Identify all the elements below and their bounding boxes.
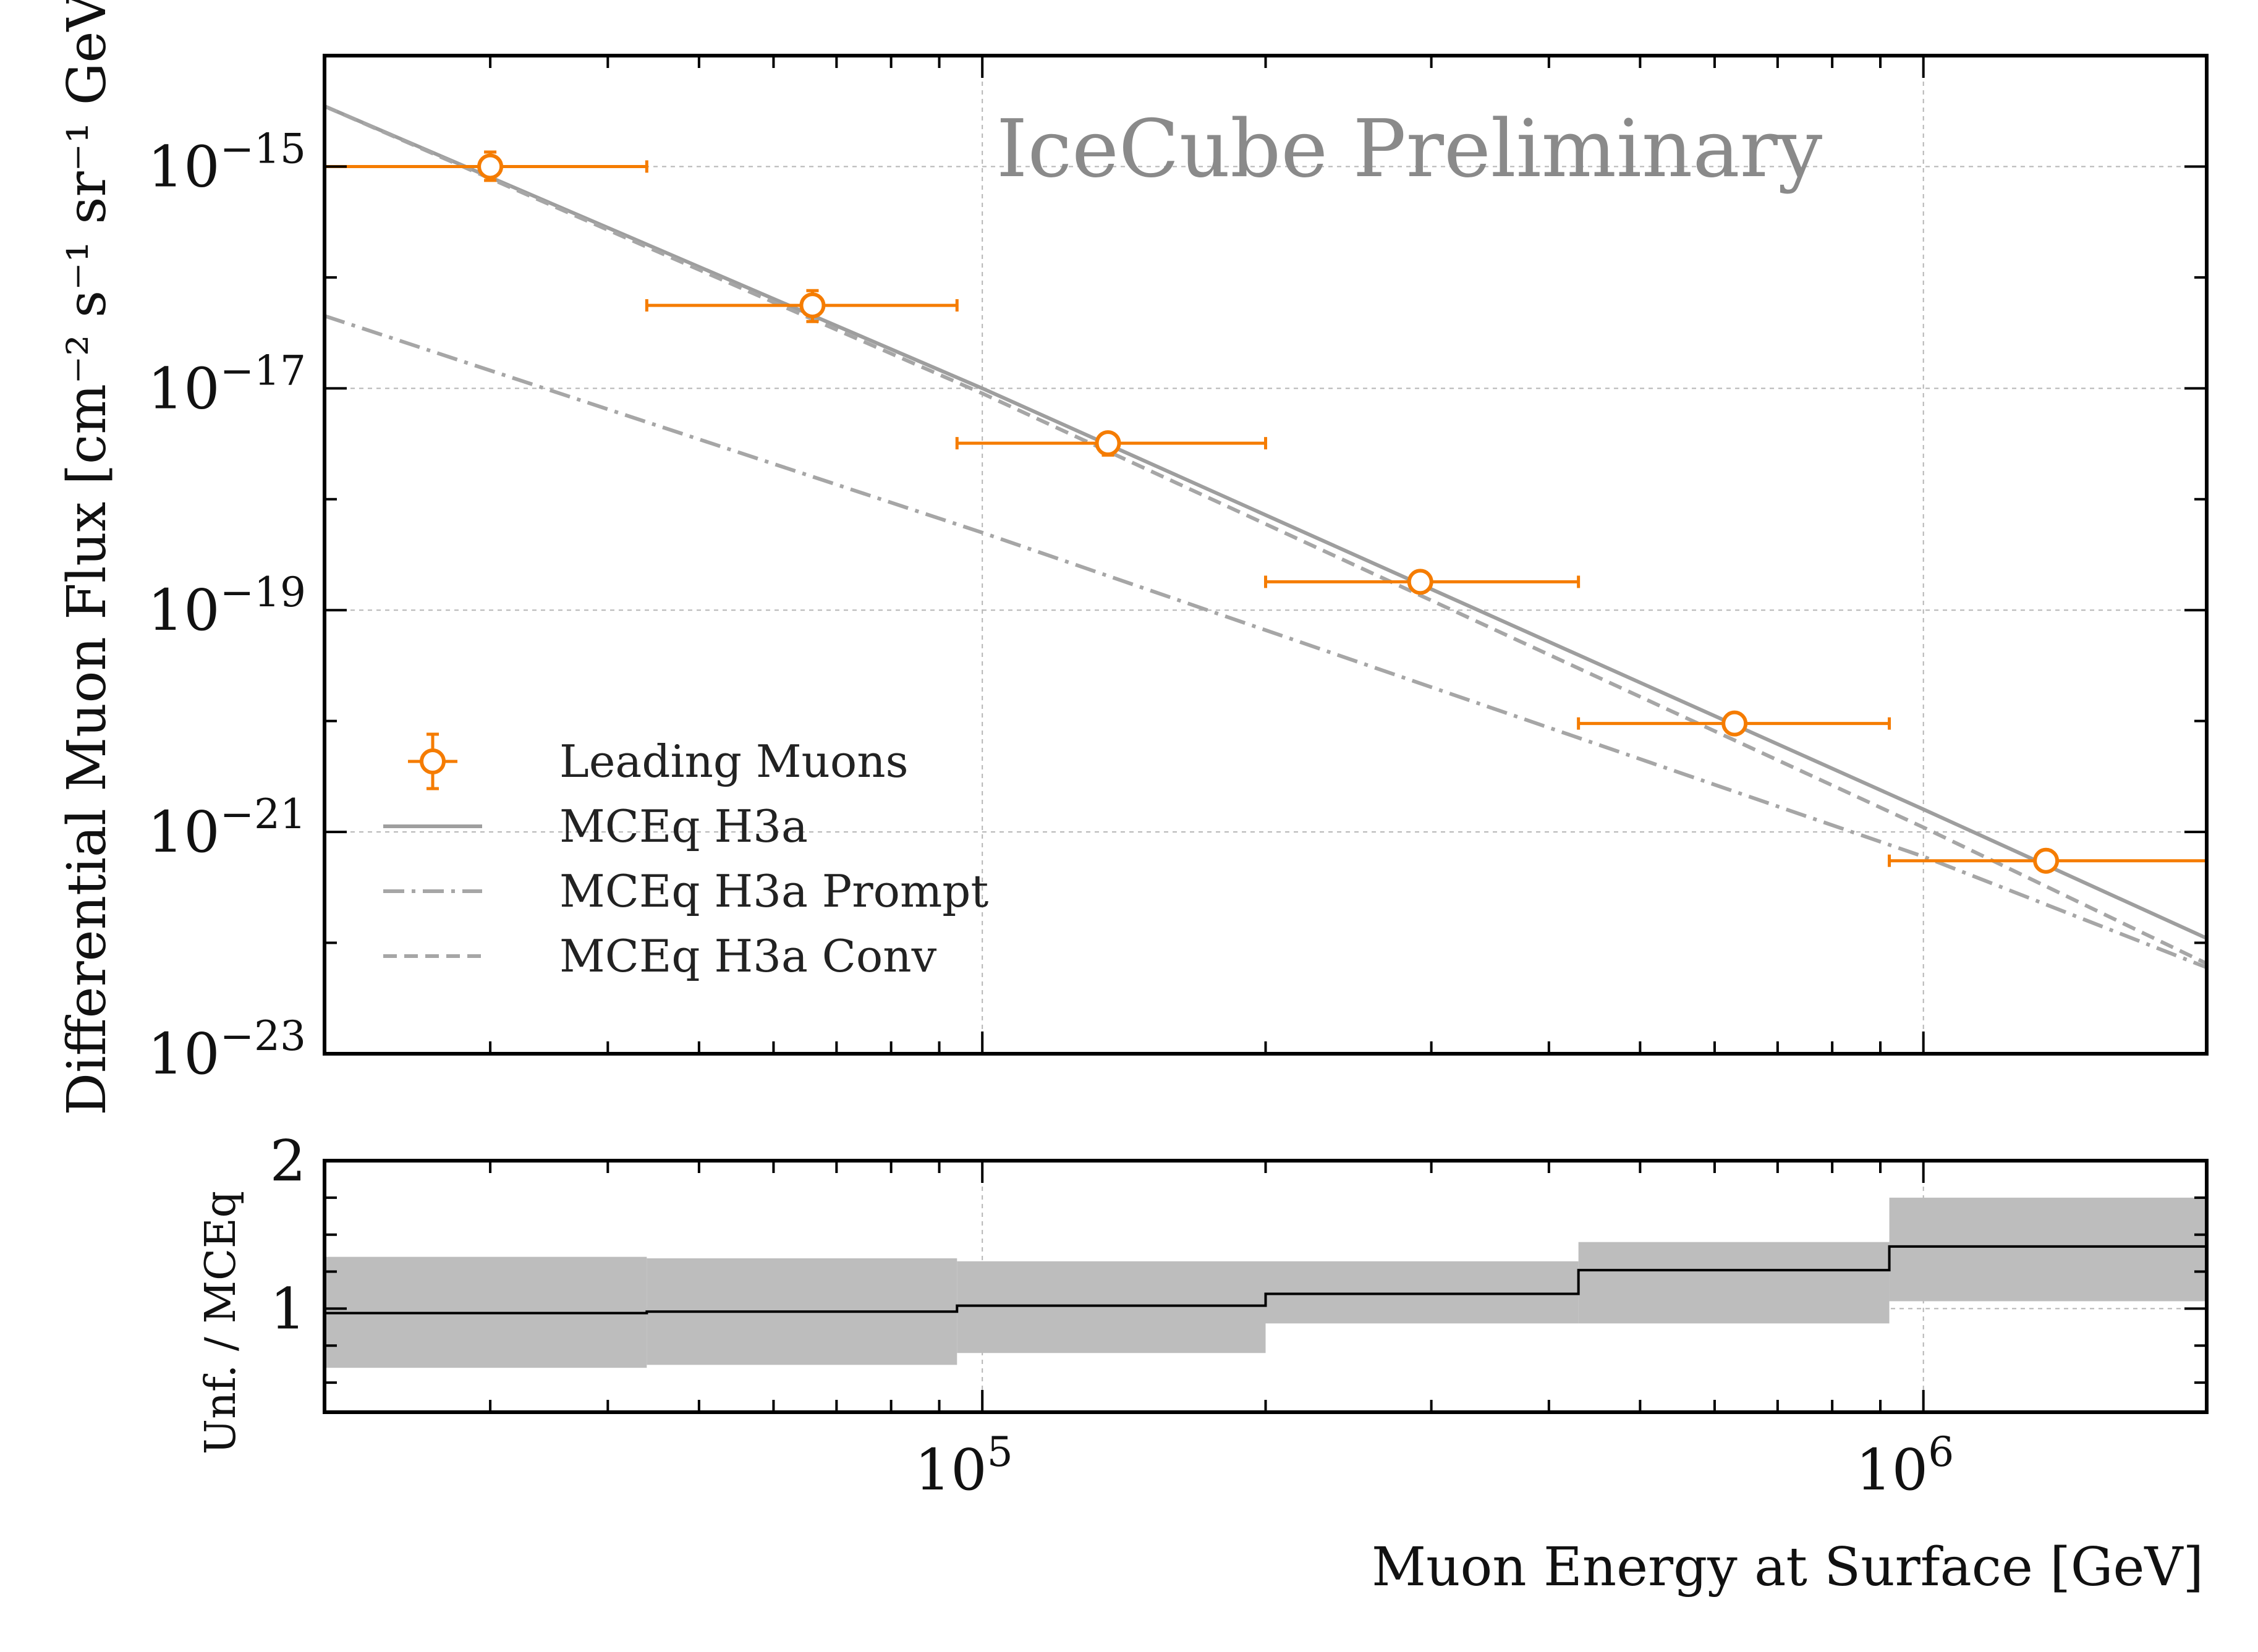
y-tick-label: 10−15 [148,125,306,200]
watermark: IceCube Preliminary [996,103,1822,195]
x-tick-label: 105 [915,1428,1013,1503]
main-panel-plot [323,104,2209,970]
ratio-uncertainty-band [1578,1242,1890,1324]
legend-label: MCEq H3a Prompt [559,865,988,917]
data-point [1095,430,1121,457]
ratio-uncertainty-band [1265,1261,1579,1324]
legend-label: Leading Muons [559,735,909,787]
model-curve-mceq-h3a [323,104,2208,940]
data-point [477,153,504,180]
y-tick-label: 10−19 [148,569,306,643]
legend-label: MCEq H3a [559,800,808,852]
ratio-step-line [325,1245,2207,1315]
data-point [799,292,826,319]
main-panel-grid [325,56,2207,1054]
y-tick-label: 10−23 [148,1012,306,1087]
data-point [1721,710,1748,737]
tick-labels: 10−15 10−17 10−19 10−21 10−23 105 106 2 1 [148,125,1955,1503]
ratio-tick-label: 1 [270,1276,306,1342]
axes-frames [323,54,2209,1414]
y-tick-label: 10−21 [148,790,306,865]
ratio-tick-label: 2 [270,1128,306,1194]
legend: Leading Muons MCEq H3a MCEq H3a Prompt MCEq… [383,732,988,982]
ratio-uncertainty-band [957,1261,1266,1353]
legend-label: MCEq H3a Conv [559,930,937,982]
ratio-y-axis-title: Unf. / MCEq [197,1191,245,1454]
data-point [1407,569,1433,595]
legend-marker [420,748,446,774]
ratio-uncertainty-band [1889,1197,2207,1302]
ratio-panel-plot [325,1161,2207,1412]
model-curve-mceq-h3a-conv [323,104,2208,965]
model-curve-mceq-h3a-prompt [324,314,2208,970]
x-tick-label: 106 [1856,1428,1954,1503]
x-axis-title: Muon Energy at Surface [GeV] [1372,1536,2204,1598]
data-point [2033,847,2060,874]
y-tick-label: 10−17 [148,347,306,421]
y-axis-title: Differential Muon Flux [cm⁻² s⁻¹ sr⁻¹ Ge… [56,0,118,1116]
